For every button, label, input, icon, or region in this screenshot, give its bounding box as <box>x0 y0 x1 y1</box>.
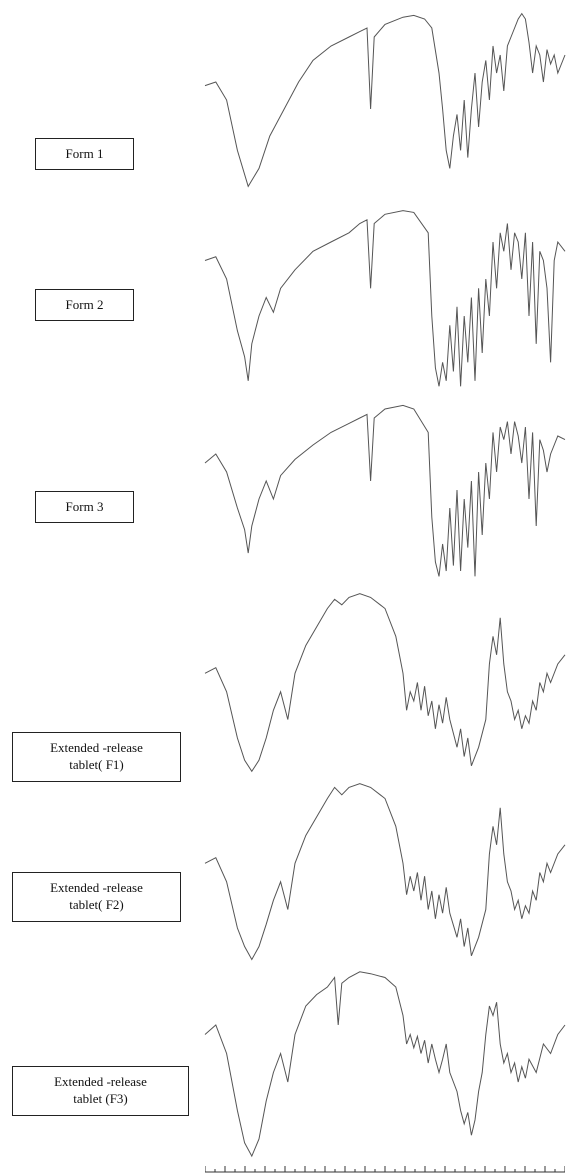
spectrum-line-2 <box>204 210 566 387</box>
series-label-text: Extended -release tablet( F1) <box>50 740 143 772</box>
spectrum-line-5 <box>204 783 566 961</box>
spectrum-line-1 <box>204 12 566 188</box>
series-label-text: Form 1 <box>65 145 104 161</box>
series-label-1: Form 1 <box>35 138 134 170</box>
series-label-4: Extended -release tablet( F1) <box>12 732 181 782</box>
series-label-2: Form 2 <box>35 289 134 321</box>
series-label-text: Form 2 <box>65 296 104 312</box>
spectrum-line-4 <box>204 593 566 773</box>
spectrum-line-6 <box>204 971 566 1158</box>
x-axis <box>205 1166 565 1173</box>
series-label-text: Extended -release tablet (F3) <box>54 1074 147 1106</box>
series-label-6: Extended -release tablet (F3) <box>12 1066 189 1116</box>
series-label-text: Form 3 <box>65 498 104 514</box>
series-label-5: Extended -release tablet( F2) <box>12 872 181 922</box>
series-label-text: Extended -release tablet( F2) <box>50 880 143 912</box>
spectrum-line-3 <box>204 404 566 577</box>
series-label-3: Form 3 <box>35 491 134 523</box>
